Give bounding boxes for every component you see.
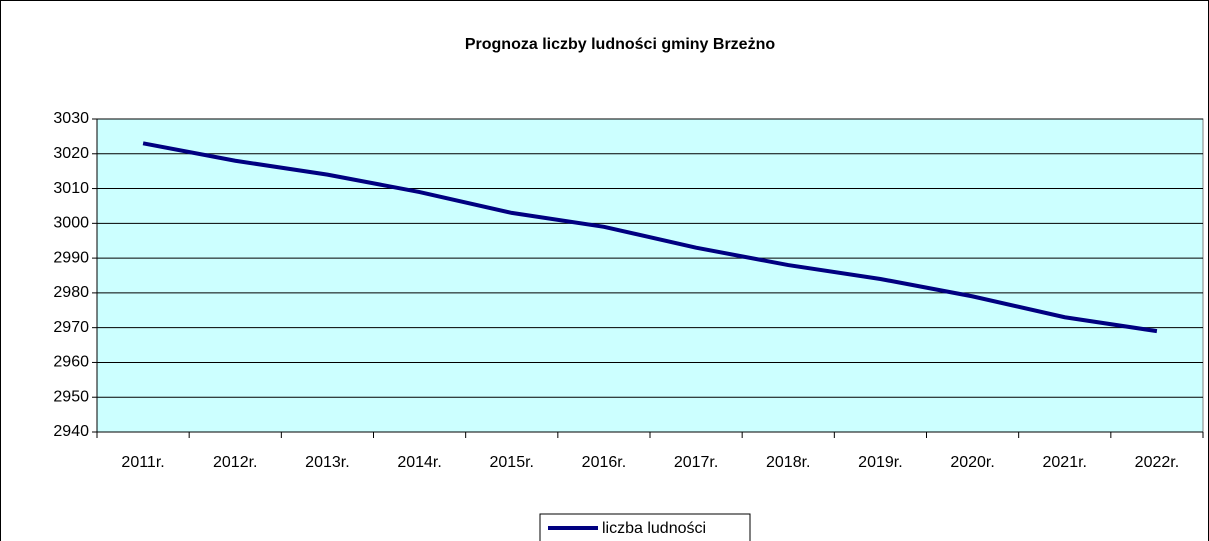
- chart-title: Prognoza liczby ludności gminy Brzeżno: [465, 36, 775, 53]
- y-tick-label: 2980: [53, 284, 89, 301]
- x-tick-label: 2019r.: [858, 454, 902, 471]
- x-tick-label: 2017r.: [674, 454, 718, 471]
- x-tick-label: 2022r.: [1135, 454, 1179, 471]
- y-tick-label: 2960: [53, 354, 89, 371]
- y-tick-label: 3030: [53, 110, 89, 127]
- x-tick-label: 2011r.: [121, 454, 164, 471]
- x-tick-label: 2012r.: [213, 454, 257, 471]
- y-tick-label: 2970: [53, 319, 89, 336]
- plot-area: [96, 118, 1204, 433]
- y-tick-label: 2940: [53, 423, 89, 440]
- y-tick-label: 3000: [53, 215, 89, 232]
- series-line: [142, 141, 1158, 334]
- x-tick-label: 2016r.: [582, 454, 626, 471]
- y-tick-label: 3020: [53, 145, 89, 162]
- legend-label: liczba ludności: [602, 520, 706, 537]
- x-tick-label: 2018r.: [766, 454, 810, 471]
- y-tick-label: 3010: [53, 180, 89, 197]
- x-tick-label: 2013r.: [305, 454, 349, 471]
- x-tick-label: 2021r.: [1043, 454, 1087, 471]
- y-tick-label: 2990: [53, 249, 89, 266]
- x-tick-label: 2015r.: [490, 454, 534, 471]
- y-tick-label: 2950: [53, 388, 89, 405]
- x-tick-label: 2014r.: [397, 454, 441, 471]
- x-tick-label: 2020r.: [950, 454, 994, 471]
